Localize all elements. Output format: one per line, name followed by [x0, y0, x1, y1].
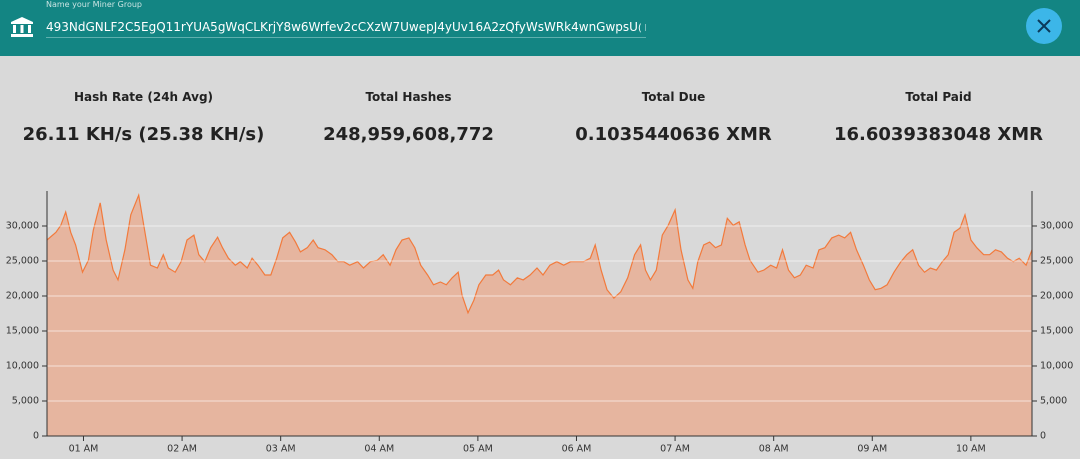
- stat-label: Total Hashes: [365, 90, 452, 104]
- address: 493NdGNLF2C5EgQ11rYUA5gWqCLKrjY8w6Wrfev2…: [46, 20, 638, 34]
- x-tick-label: 05 AM: [463, 444, 493, 455]
- y-tick-label: 30,000: [6, 221, 39, 232]
- stat-value: 0.1035440636 XMR: [575, 124, 772, 145]
- y-tick-label: 5,000: [12, 396, 39, 407]
- header-bar: Name your Miner Group 493NdGNLF2C5EgQ11r…: [0, 0, 1080, 56]
- input-label: Name your Miner Group: [46, 0, 142, 9]
- y2-tick-label: 20,000: [1040, 291, 1073, 302]
- y-tick-label: 25,000: [6, 256, 39, 267]
- stat-label: Total Paid: [905, 90, 972, 104]
- y2-tick-label: 15,000: [1040, 326, 1073, 337]
- stat-label: Total Due: [641, 90, 706, 104]
- y-tick-label: 15,000: [6, 326, 39, 337]
- bank-icon: [11, 17, 33, 37]
- x-tick-label: 03 AM: [266, 444, 296, 455]
- y2-tick-label: 0: [1040, 431, 1046, 442]
- x-tick-label: 06 AM: [562, 444, 592, 455]
- y-tick-label: 0: [33, 431, 39, 442]
- stat-value: 248,959,608,772: [323, 124, 494, 145]
- last-hash: ( Last Hash : a few seconds ago ): [637, 23, 646, 34]
- y2-tick-label: 5,000: [1040, 396, 1067, 407]
- x-tick-label: 07 AM: [660, 444, 690, 455]
- area-line: [46, 193, 1033, 315]
- x-tick-label: 02 AM: [167, 444, 197, 455]
- x-tick-label: 10 AM: [956, 444, 986, 455]
- y-tick-label: 10,000: [6, 361, 39, 372]
- x-tick-label: 09 AM: [857, 444, 887, 455]
- y2-tick-label: 10,000: [1040, 361, 1073, 372]
- y2-tick-label: 30,000: [1040, 221, 1073, 232]
- x-tick-label: 08 AM: [759, 444, 789, 455]
- stat-value: 26.11 KH/s (25.38 KH/s): [22, 124, 265, 145]
- area-fill: [47, 195, 1032, 436]
- miner-address-input[interactable]: 493NdGNLF2C5EgQ11rYUA5gWqCLKrjY8w6Wrfev2…: [46, 18, 646, 38]
- y-tick-label: 20,000: [6, 291, 39, 302]
- stat-value: 16.6039383048 XMR: [833, 124, 1044, 145]
- y2-tick-label: 25,000: [1040, 256, 1073, 267]
- x-tick-label: 04 AM: [364, 444, 394, 455]
- x-tick-label: 01 AM: [69, 444, 99, 455]
- stat-label: Hash Rate (24h Avg): [73, 90, 214, 104]
- close-button[interactable]: [1026, 8, 1062, 44]
- close-icon: [1037, 19, 1051, 33]
